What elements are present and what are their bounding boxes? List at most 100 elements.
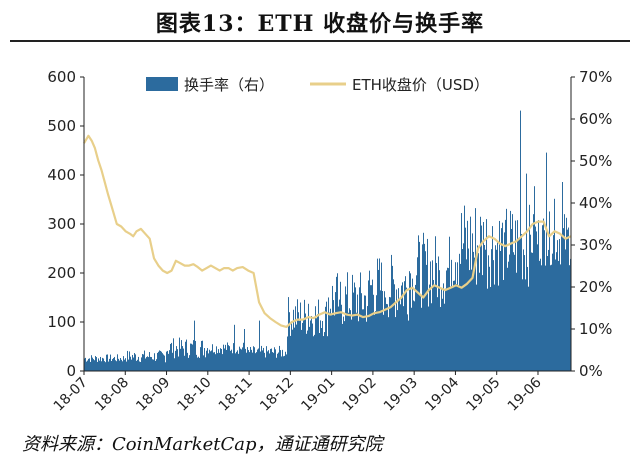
turnover-bar	[246, 352, 247, 371]
turnover-bar	[364, 295, 365, 371]
y-right-tick-label: 40%	[579, 194, 612, 212]
turnover-bar	[236, 351, 237, 371]
turnover-bar	[531, 252, 532, 371]
turnover-bar	[487, 288, 488, 371]
turnover-bar	[554, 198, 555, 371]
turnover-bar	[153, 359, 154, 371]
turnover-bar	[97, 361, 98, 371]
turnover-bar	[122, 361, 123, 371]
turnover-bar	[397, 310, 398, 371]
turnover-bar	[435, 236, 436, 371]
turnover-bar	[348, 312, 349, 371]
turnover-bar	[238, 353, 239, 371]
turnover-bar	[495, 245, 496, 371]
turnover-bar	[133, 357, 134, 371]
turnover-bar	[377, 258, 378, 371]
x-tick-label: 19-05	[463, 375, 503, 415]
turnover-bar	[295, 306, 296, 371]
turnover-bar	[98, 358, 99, 371]
turnover-bar	[380, 290, 381, 371]
turnover-bar	[441, 289, 442, 371]
turnover-bar	[285, 351, 286, 371]
turnover-bar	[560, 264, 561, 371]
turnover-bar	[459, 253, 460, 371]
turnover-bar	[384, 291, 385, 371]
turnover-bar	[154, 353, 155, 371]
turnover-bar	[394, 284, 395, 371]
turnover-bar	[237, 350, 238, 371]
turnover-bar	[329, 312, 330, 371]
turnover-bar	[87, 360, 88, 371]
turnover-bar	[209, 349, 210, 371]
turnover-bar	[278, 352, 279, 371]
y-right-tick-label: 20%	[579, 278, 612, 296]
turnover-bar	[221, 348, 222, 371]
turnover-bar	[283, 356, 284, 371]
turnover-bar	[420, 295, 421, 371]
turnover-bar	[484, 245, 485, 371]
turnover-bar	[299, 320, 300, 371]
turnover-bar	[217, 353, 218, 371]
turnover-bar	[529, 204, 530, 371]
x-tick-label: 19-02	[340, 375, 380, 415]
x-tick-label: 18-12	[257, 375, 297, 415]
turnover-bar	[214, 352, 215, 371]
turnover-bar	[273, 352, 274, 371]
turnover-bar	[499, 220, 500, 371]
turnover-bar	[275, 349, 276, 371]
turnover-bar	[212, 344, 213, 371]
turnover-bar	[138, 356, 139, 371]
turnover-bar	[235, 353, 236, 371]
turnover-bar	[241, 349, 242, 371]
legend: 换手率（右） ETH收盘价（USD）	[146, 76, 489, 94]
turnover-bar	[319, 332, 320, 371]
turnover-bar	[381, 262, 382, 371]
turnover-bar	[200, 347, 201, 371]
turnover-bar	[411, 307, 412, 371]
turnover-bar	[431, 303, 432, 371]
turnover-bar	[224, 348, 225, 371]
turnover-bar	[192, 344, 193, 371]
turnover-bar	[347, 272, 348, 371]
turnover-bar	[308, 303, 309, 371]
turnover-bar	[196, 354, 197, 371]
turnover-bar	[291, 321, 292, 371]
turnover-bar	[306, 333, 307, 371]
turnover-bar	[249, 352, 250, 371]
turnover-bar	[233, 343, 234, 371]
turnover-bar	[491, 249, 492, 371]
turnover-bar	[181, 340, 182, 371]
turnover-bar	[139, 361, 140, 371]
turnover-bar	[286, 354, 287, 371]
turnover-bar	[444, 303, 445, 371]
turnover-bar	[262, 350, 263, 371]
turnover-bar	[483, 222, 484, 371]
turnover-bar	[378, 269, 379, 371]
turnover-bar	[373, 294, 374, 371]
turnover-bar	[144, 350, 145, 371]
turnover-bar	[486, 219, 487, 371]
turnover-bar	[350, 310, 351, 371]
turnover-bar	[455, 262, 456, 371]
turnover-bar	[418, 235, 419, 371]
turnover-bar	[222, 354, 223, 371]
y-right-tick-label: 70%	[579, 68, 612, 86]
turnover-bar	[505, 219, 506, 371]
turnover-bar	[259, 320, 260, 371]
turnover-bar	[376, 295, 377, 371]
turnover-bar	[528, 286, 529, 371]
turnover-bar	[562, 182, 563, 371]
turnover-bar	[220, 348, 221, 371]
turnover-bar	[327, 336, 328, 371]
turnover-bar	[294, 327, 295, 371]
turnover-bar	[85, 357, 86, 371]
turnover-bar	[479, 272, 480, 371]
turnover-bar	[334, 315, 335, 371]
turnover-bar	[462, 249, 463, 371]
turnover-bar	[234, 324, 235, 371]
turnover-bar	[197, 357, 198, 371]
turnover-bar	[279, 345, 280, 371]
turnover-bar	[514, 254, 515, 371]
turnover-bar	[272, 352, 273, 371]
turnover-bar	[225, 344, 226, 371]
